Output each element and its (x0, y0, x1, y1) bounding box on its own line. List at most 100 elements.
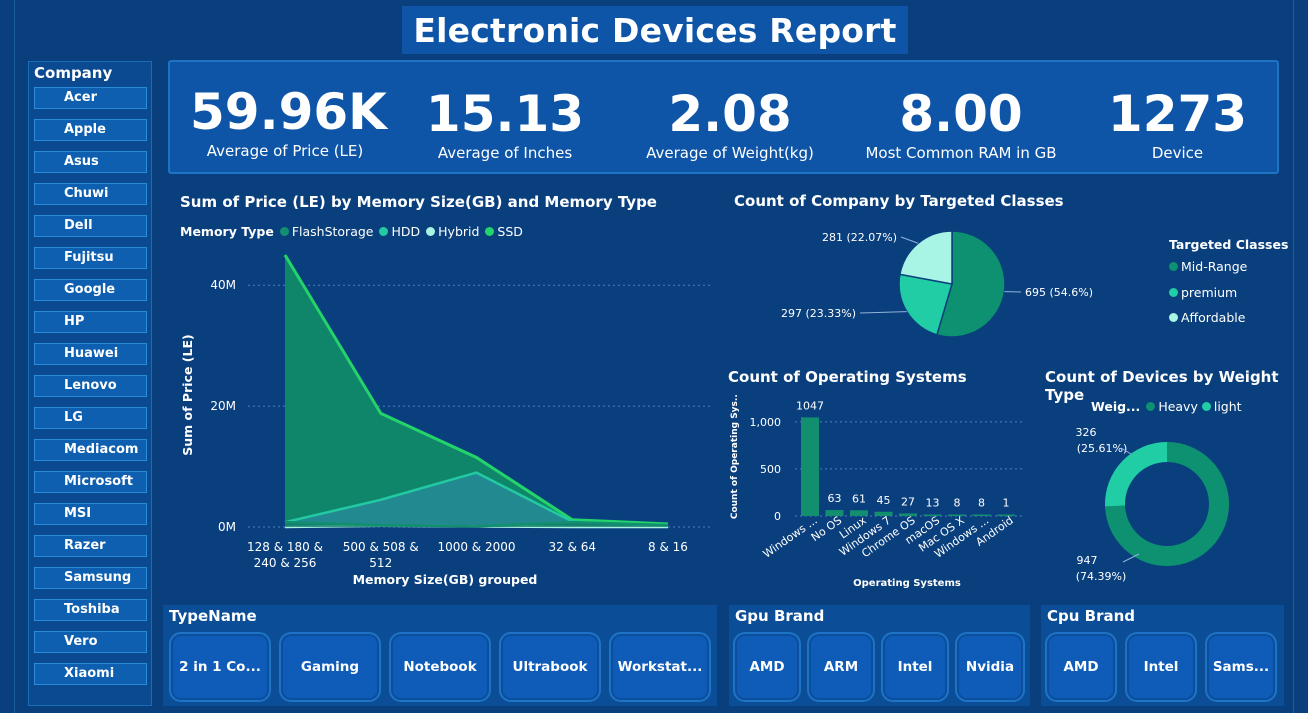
donut-slice (1105, 442, 1167, 507)
company-slicer-header: Company (34, 64, 113, 82)
legend-item[interactable]: Heavy (1158, 399, 1198, 414)
area-ssd (285, 255, 668, 527)
y-tick-label: 20M (210, 399, 236, 413)
kpi-value: 15.13 (425, 85, 585, 143)
pie-legend-premium[interactable]: premium (1163, 285, 1237, 300)
legend-item[interactable]: HDD (391, 224, 421, 239)
cpu-slicer: Cpu Brand AMD Intel Sams... (1041, 605, 1284, 706)
kpi-average-weight: 2.08 Average of Weight(kg) (635, 62, 825, 162)
bar-os-xlabel: Operating Systems (853, 578, 961, 589)
pie-classes-legend-title: Targeted Classes (1169, 237, 1289, 252)
legend-dot-icon (426, 227, 436, 236)
typename-tile[interactable]: Gaming (279, 632, 381, 702)
pie-data-label: 281 (22.07%) (822, 231, 897, 244)
legend-item[interactable]: FlashStorage (291, 224, 374, 239)
area-chart-legend: Memory Type FlashStorage HDD Hybrid SSD (180, 224, 523, 239)
company-item[interactable]: Toshiba (34, 599, 147, 621)
legend-dot-icon (279, 227, 289, 236)
bar (801, 417, 819, 516)
area-hdd (285, 472, 668, 527)
gpu-tile[interactable]: AMD (733, 632, 801, 702)
company-item[interactable]: Google (34, 279, 147, 301)
donut-label-light-value: 326 (1076, 426, 1097, 439)
gpu-slicer-header: Gpu Brand (735, 607, 825, 625)
y-tick-label: 0M (218, 520, 236, 534)
typename-slicer: TypeName 2 in 1 Co... Gaming Notebook Ul… (163, 605, 717, 706)
company-slicer: Company Acer Apple Asus Chuwi Dell Fujit… (28, 61, 152, 706)
typename-tile[interactable]: Ultrabook (499, 632, 601, 702)
area-chart-xlabel: Memory Size(GB) grouped (353, 572, 538, 587)
company-item[interactable]: Samsung (34, 567, 147, 589)
donut-weight-title: Count of Devices by Weight Type (1045, 368, 1279, 404)
kpi-label: Average of Price (LE) (206, 142, 364, 160)
donut-leader-line (1120, 447, 1132, 455)
company-item[interactable]: Apple (34, 119, 147, 141)
pie-data-label: 695 (54.6%) (1025, 286, 1093, 299)
x-tick-label: 512 (369, 556, 392, 570)
pie-legend-midrange[interactable]: Mid-Range (1163, 259, 1247, 274)
area-chart: Sum of Price (LE) Memory Size(GB) groupe… (180, 254, 710, 587)
cpu-tile[interactable]: AMD (1045, 632, 1117, 702)
company-item[interactable]: LG (34, 407, 147, 429)
company-item[interactable]: Asus (34, 151, 147, 173)
legend-item[interactable]: light (1213, 399, 1242, 414)
company-item[interactable]: Xiaomi (34, 663, 147, 685)
company-item[interactable]: Acer (34, 87, 147, 109)
legend-title: Weig... (1091, 399, 1141, 414)
legend-title: Memory Type (180, 224, 274, 239)
legend-dot-icon (1146, 402, 1156, 411)
gpu-tile[interactable]: ARM (807, 632, 875, 702)
typename-tile[interactable]: 2 in 1 Co... (169, 632, 271, 702)
typename-tile[interactable]: Workstat... (609, 632, 711, 702)
kpi-value: 59.96K (190, 83, 387, 141)
legend-item[interactable]: Hybrid (438, 224, 480, 239)
donut-leader-line (1122, 553, 1140, 563)
legend-dot-icon (1169, 288, 1178, 297)
gpu-tile[interactable]: Intel (881, 632, 949, 702)
company-item[interactable]: Razer (34, 535, 147, 557)
x-tick-label: 1000 & 2000 (437, 540, 515, 554)
pie-classes-title: Count of Company by Targeted Classes (734, 192, 1064, 210)
company-item[interactable]: Chuwi (34, 183, 147, 205)
company-item[interactable]: Vero (34, 631, 147, 653)
pie-legend-affordable[interactable]: Affordable (1163, 310, 1245, 325)
bar (850, 510, 868, 516)
typename-tile[interactable]: Notebook (389, 632, 491, 702)
cpu-tile[interactable]: Intel (1125, 632, 1197, 702)
legend-dot-icon (1201, 402, 1211, 411)
report-title: Electronic Devices Report (402, 6, 908, 54)
legend-dot-icon (1169, 313, 1178, 322)
pie-leader-line (859, 311, 907, 314)
pie-leader-line (900, 236, 919, 244)
company-item[interactable]: Microsoft (34, 471, 147, 493)
company-item[interactable]: HP (34, 311, 147, 333)
cpu-tile[interactable]: Sams... (1205, 632, 1277, 702)
legend-item-label: premium (1181, 285, 1238, 300)
bar-data-label: 45 (877, 494, 891, 507)
bar (997, 514, 1015, 516)
gpu-tile[interactable]: Nvidia (955, 632, 1025, 702)
bar-data-label: 61 (852, 492, 866, 505)
donut-slice (1105, 442, 1229, 566)
company-item[interactable]: Fujitsu (34, 247, 147, 269)
donut-weight-legend: Weig... Heavy light (1091, 399, 1242, 414)
legend-item[interactable]: SSD (497, 224, 523, 239)
y-tick-label: 0 (774, 510, 781, 523)
company-item[interactable]: Mediacom (34, 439, 147, 461)
kpi-device-count: 1273 Device (1090, 62, 1265, 162)
kpi-value: 8.00 (899, 85, 1023, 143)
kpi-average-inches: 15.13 Average of Inches (415, 62, 595, 162)
bar-data-label: 1 (1003, 497, 1010, 510)
kpi-value: 1273 (1107, 85, 1248, 143)
legend-dot-icon (1169, 262, 1178, 271)
bar-os-ylabel: Count of Operating Sys... (730, 395, 740, 519)
bar-data-label: 63 (828, 492, 842, 505)
company-item[interactable]: Lenovo (34, 375, 147, 397)
kpi-label: Average of Weight(kg) (646, 144, 814, 162)
company-item[interactable]: Huawei (34, 343, 147, 365)
company-item[interactable]: MSI (34, 503, 147, 525)
company-item[interactable]: Dell (34, 215, 147, 237)
kpi-common-ram: 8.00 Most Common RAM in GB (856, 62, 1066, 162)
legend-item-label: Affordable (1181, 310, 1246, 325)
bar-data-label: 1047 (796, 399, 824, 412)
